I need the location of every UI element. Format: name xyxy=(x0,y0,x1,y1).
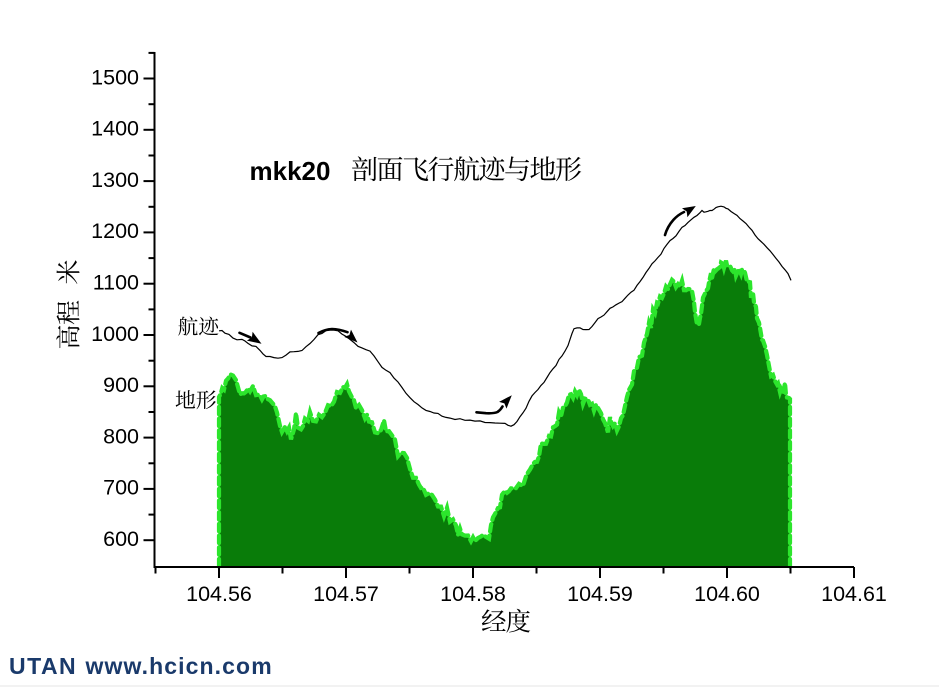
svg-text:1300: 1300 xyxy=(91,168,139,192)
svg-text:1100: 1100 xyxy=(93,271,139,295)
svg-text:104.60: 104.60 xyxy=(694,582,760,606)
svg-text:1000: 1000 xyxy=(91,322,139,346)
svg-text:800: 800 xyxy=(103,424,139,448)
svg-text:1200: 1200 xyxy=(91,219,139,243)
svg-text:1400: 1400 xyxy=(91,117,139,141)
svg-text:104.58: 104.58 xyxy=(440,582,506,606)
svg-text:104.56: 104.56 xyxy=(186,582,252,606)
svg-text:104.57: 104.57 xyxy=(313,582,379,606)
svg-text:600: 600 xyxy=(103,527,139,551)
svg-text:mkk20: mkk20 xyxy=(250,156,331,186)
svg-text:104.59: 104.59 xyxy=(567,582,633,606)
svg-text:900: 900 xyxy=(103,373,139,397)
svg-text:UTAN: UTAN xyxy=(9,653,77,679)
svg-text:104.61: 104.61 xyxy=(821,582,887,606)
svg-text:700: 700 xyxy=(103,476,139,500)
svg-text:www.hcicn.com: www.hcicn.com xyxy=(85,653,273,679)
svg-text:1500: 1500 xyxy=(91,65,139,89)
